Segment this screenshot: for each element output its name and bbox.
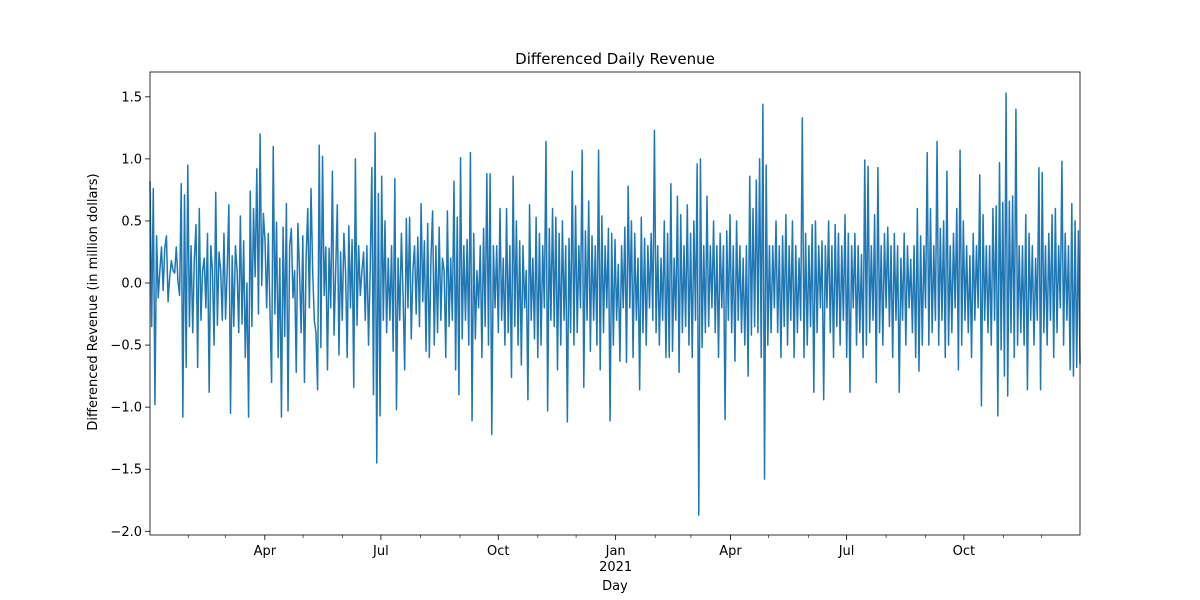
x-tick-label: Jul <box>838 544 855 559</box>
y-tick-label: 0.5 <box>121 214 142 229</box>
plot-frame <box>149 71 1081 536</box>
x-tick-label: Apr <box>254 544 277 559</box>
plot-area <box>149 92 1081 516</box>
y-tick-label: −2.0 <box>110 525 142 540</box>
x-tick-year-label: 2021 <box>599 560 632 575</box>
y-tick-label: −0.5 <box>110 339 142 354</box>
chart-title: Differenced Daily Revenue <box>515 50 715 68</box>
x-tick-label: Oct <box>487 544 509 559</box>
series-line-0 <box>149 92 1081 516</box>
y-tick-label: −1.5 <box>110 463 142 478</box>
y-tick-label: −1.0 <box>110 401 142 416</box>
x-tick-label: Oct <box>953 544 975 559</box>
y-tick-label: 0.0 <box>121 277 142 292</box>
x-axis-label: Day <box>602 579 628 594</box>
x-tick-label: Jul <box>372 544 389 559</box>
x-tick-label: Apr <box>719 544 742 559</box>
axes: −2.0 −1.5 −1.0 −0.5 0.0 0.5 1.0 1.5 Apr Jul Oct Jan… <box>110 71 1081 575</box>
y-axis-label: Differenced Revenue (in million dollars) <box>86 173 101 430</box>
y-tick-label: 1.5 <box>121 90 142 105</box>
y-tick-label: 1.0 <box>121 152 142 167</box>
x-tick-label: Jan <box>605 544 626 559</box>
